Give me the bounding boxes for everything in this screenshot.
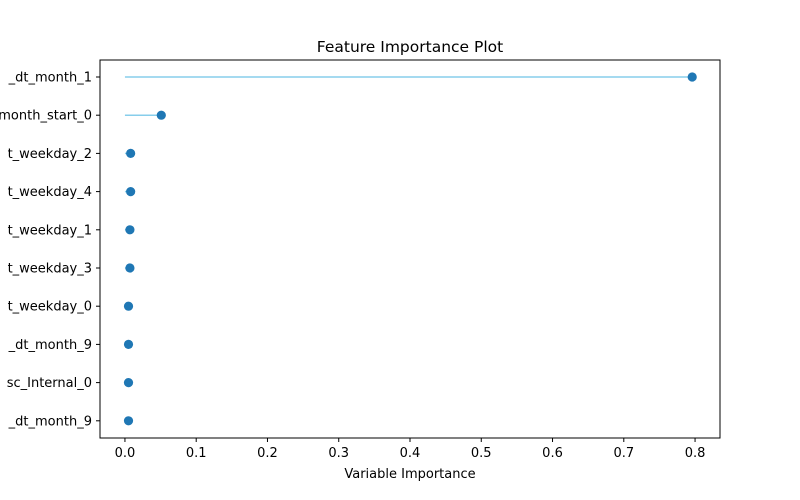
point-8 [123, 378, 134, 388]
point-4 [125, 225, 135, 235]
x-tick-label: 0.0 [115, 446, 136, 461]
x-axis-label: Variable Importance [344, 467, 475, 482]
y-tick-label: t_weekday_3 [8, 262, 92, 277]
point-3 [126, 187, 136, 197]
point-7 [123, 339, 134, 349]
y-tick-label: t_weekday_2 [8, 147, 92, 162]
point-0 [687, 72, 697, 82]
x-tick-label: 0.6 [542, 446, 563, 461]
x-tick-label: 0.4 [400, 446, 421, 461]
plot-marks [123, 72, 697, 426]
x-tick-label: 0.1 [186, 446, 207, 461]
chart-title: Feature Importance Plot [317, 38, 503, 56]
y-tick-label: month_start_0 [0, 109, 92, 124]
x-tick-label: 0.2 [257, 446, 278, 461]
y-axis: _dt_month_1 month_start_0 t_weekday_2 t_wee… [0, 71, 100, 429]
y-tick-label: _dt_month_9 [8, 338, 92, 353]
y-tick-label: t_weekday_0 [8, 300, 92, 315]
y-tick-label: t_weekday_4 [8, 185, 92, 200]
point-5 [125, 263, 135, 273]
point-1 [156, 110, 166, 120]
point-6 [123, 301, 134, 311]
x-tick-label: 0.7 [613, 446, 634, 461]
x-tick-label: 0.5 [471, 446, 492, 461]
y-tick-label: sc_Internal_0 [7, 376, 92, 391]
y-tick-label: _dt_month_1 [8, 71, 92, 86]
y-tick-label: _dt_month_9 [8, 414, 92, 429]
y-tick-label: t_weekday_1 [8, 223, 92, 238]
point-2 [126, 148, 136, 158]
x-tick-label: 0.8 [685, 446, 706, 461]
x-tick-label: 0.3 [328, 446, 349, 461]
plot-frame [99, 59, 721, 439]
x-axis: 0.0 0.1 0.2 0.3 0.4 0.5 0.6 0.7 0.8 [115, 438, 706, 461]
point-9 [123, 416, 134, 426]
